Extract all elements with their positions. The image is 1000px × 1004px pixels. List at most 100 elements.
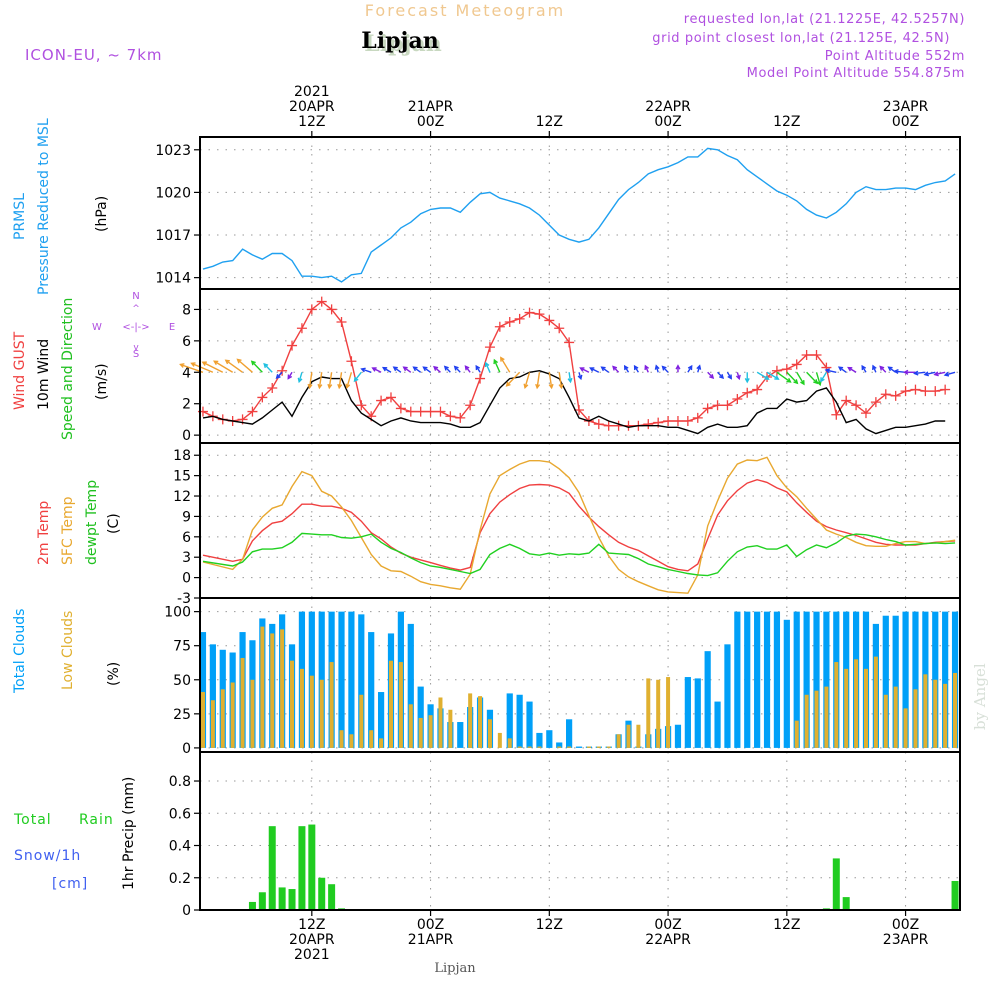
wind-arrow-head bbox=[201, 361, 207, 366]
panel-frame bbox=[199, 136, 961, 290]
bar-low-clouds bbox=[913, 689, 918, 748]
wind-arrow-icon bbox=[422, 366, 431, 373]
wind-arrow-icon bbox=[612, 365, 620, 373]
wind-arrow-shaft bbox=[924, 371, 936, 376]
y-tick-label: 18 bbox=[173, 448, 191, 464]
gust-marker bbox=[465, 400, 476, 411]
y-tick-label: 1017 bbox=[155, 228, 191, 244]
gust-marker bbox=[385, 392, 396, 403]
panel-clouds: 0 25 50 75 100 bbox=[164, 597, 961, 757]
gust-marker bbox=[524, 307, 535, 318]
svg-text:<-|->: <-|-> bbox=[122, 322, 149, 333]
y-tick-label: 9 bbox=[182, 509, 191, 525]
wind-arrow-head bbox=[443, 365, 449, 371]
bar-low-clouds bbox=[567, 746, 572, 748]
location-title-shadow: Lipjan bbox=[364, 31, 441, 57]
wind-arrow-head bbox=[317, 383, 323, 390]
wind-arrow-icon bbox=[224, 359, 243, 373]
bar-low-clouds bbox=[448, 709, 453, 748]
panel-temperature: -3 0 3 6 9 12 15 18 bbox=[173, 442, 961, 607]
wind-arrow-icon bbox=[236, 358, 253, 373]
wind-arrow-icon bbox=[717, 371, 725, 380]
wind-arrow-icon bbox=[327, 372, 333, 390]
wind-arrow-shaft bbox=[524, 372, 531, 388]
bar-total-clouds bbox=[338, 611, 345, 748]
gust-marker bbox=[851, 400, 862, 411]
precip-labels: Total Rain Snow/1h [cm] 1hr Precip (mm) bbox=[13, 777, 137, 892]
bar-total-clouds bbox=[813, 611, 820, 748]
wind-arrow-head bbox=[793, 379, 799, 385]
wind-arrow-shaft bbox=[568, 372, 572, 382]
cloud-labels: Total Clouds Low Clouds (%) bbox=[12, 609, 122, 694]
wind-arrow-head bbox=[696, 364, 702, 370]
svg-text:W: W bbox=[92, 322, 102, 333]
wind-arrow-head bbox=[861, 364, 867, 371]
bar-low-clouds bbox=[933, 679, 938, 748]
y-tick-label: 8 bbox=[182, 302, 191, 318]
bar-low-clouds bbox=[497, 732, 502, 748]
wind-arrow-icon bbox=[675, 364, 681, 373]
gust-marker bbox=[504, 317, 515, 327]
wind-arrow-icon bbox=[577, 372, 583, 381]
bar-low-clouds bbox=[646, 678, 651, 748]
wind-arrow-head bbox=[422, 366, 428, 372]
panel-precip: 0 0.2 0.4 0.6 0.8 bbox=[169, 751, 961, 919]
bar-low-clouds bbox=[339, 730, 344, 748]
wind-arrow-shaft bbox=[338, 372, 343, 388]
wind-arrow-shaft bbox=[506, 371, 521, 387]
wind-arrow-head bbox=[813, 379, 819, 385]
gust-marker bbox=[880, 389, 891, 400]
bar-low-clouds bbox=[398, 662, 403, 748]
series-line-prmsl bbox=[202, 147, 956, 283]
wind-arrow-icon bbox=[820, 371, 828, 383]
wind-arrow-icon bbox=[443, 365, 451, 373]
gust-marker bbox=[920, 386, 931, 397]
compass-icon: N S W E <-|-> ^ v bbox=[92, 291, 175, 360]
wind-arrow-icon bbox=[879, 365, 887, 373]
wind-arrow-icon bbox=[371, 367, 382, 373]
wind-arrow-head bbox=[913, 370, 919, 376]
bar-low-clouds bbox=[943, 683, 948, 748]
wind-arrow-head bbox=[307, 383, 313, 390]
wind-arrow-shaft bbox=[318, 372, 323, 388]
wind-arrow-head bbox=[903, 369, 909, 375]
gust-marker bbox=[890, 390, 901, 401]
wind-arrow-shaft bbox=[361, 368, 372, 373]
wind-arrow-head bbox=[402, 366, 408, 372]
wind-arrow-icon bbox=[297, 372, 303, 384]
gust-marker bbox=[494, 321, 505, 332]
bar-rain bbox=[248, 901, 256, 910]
wind-arrow-shaft bbox=[815, 372, 821, 385]
time-label-bottom: 20APR bbox=[289, 932, 335, 948]
bar-low-clouds bbox=[349, 734, 354, 748]
wind-arrow-icon bbox=[579, 367, 590, 373]
series-line-10m-wind bbox=[202, 369, 946, 435]
bar-rain bbox=[832, 858, 840, 910]
y-tick-label: 12 bbox=[173, 489, 191, 505]
wind-arrow-head bbox=[893, 368, 899, 374]
gust-marker bbox=[257, 392, 268, 403]
wind-arrow-head bbox=[820, 377, 825, 383]
wind-arrow-head bbox=[493, 358, 499, 365]
wind-labels: Wind GUST 10m Wind Speed and Direction (… bbox=[12, 291, 175, 440]
temp-label-2m: 2m Temp bbox=[36, 501, 52, 565]
bar-low-clouds bbox=[299, 668, 304, 748]
bar-low-clouds bbox=[369, 730, 374, 748]
wind-arrow-head bbox=[943, 371, 950, 377]
wind-arrow-shaft bbox=[766, 371, 779, 380]
panel-wind: 0 2 4 6 8 bbox=[179, 288, 961, 444]
bar-low-clouds bbox=[626, 724, 631, 748]
gust-marker bbox=[593, 419, 604, 430]
bar-rain bbox=[318, 877, 326, 910]
wind-arrow-head bbox=[847, 366, 853, 372]
wind-arrow-icon bbox=[687, 364, 693, 373]
gust-marker bbox=[267, 383, 278, 393]
model-altitude: Model Point Altitude 554.875m bbox=[747, 66, 965, 81]
wind-arrow-head bbox=[500, 356, 505, 362]
wind-arrow-head bbox=[236, 358, 242, 364]
gust-marker bbox=[346, 356, 357, 367]
bar-total-clouds bbox=[457, 722, 464, 748]
bar-low-clouds bbox=[200, 692, 205, 748]
wind-arrow-shaft bbox=[346, 372, 353, 388]
bar-low-clouds bbox=[487, 719, 492, 748]
